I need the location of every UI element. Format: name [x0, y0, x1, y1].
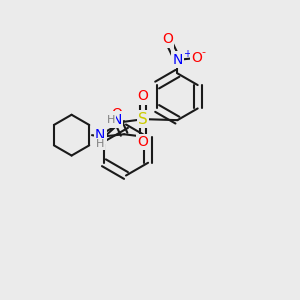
Text: O: O: [137, 89, 148, 103]
Text: H: H: [96, 139, 104, 149]
Text: -: -: [201, 47, 206, 57]
Text: H: H: [106, 115, 115, 125]
Text: N: N: [172, 53, 183, 67]
Text: O: O: [111, 107, 122, 121]
Text: +: +: [183, 49, 191, 59]
Text: O: O: [137, 135, 148, 149]
Text: N: N: [95, 128, 105, 142]
Text: O: O: [162, 32, 173, 46]
Text: N: N: [112, 113, 122, 127]
Text: O: O: [191, 51, 202, 65]
Text: S: S: [138, 112, 148, 127]
